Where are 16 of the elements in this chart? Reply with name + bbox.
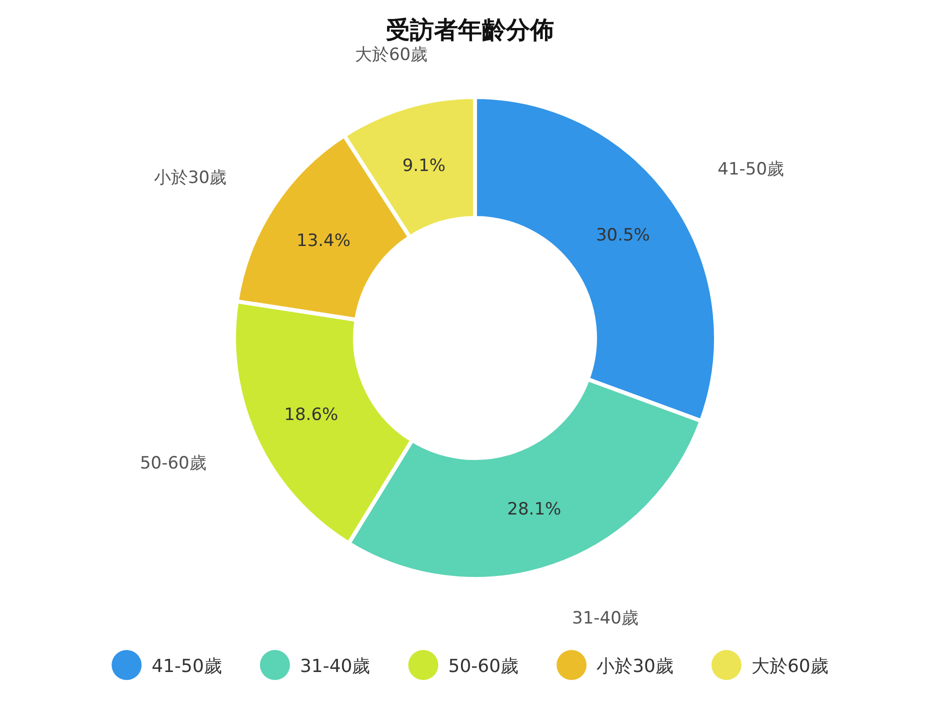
data-label: 28.1% bbox=[507, 500, 562, 520]
data-label: 13.4% bbox=[296, 230, 351, 251]
chart-title: 受訪者年齡分佈 bbox=[386, 16, 554, 44]
legend-label: 大於60歲 bbox=[751, 656, 828, 677]
slice-label: 50-60歲 bbox=[140, 453, 206, 474]
data-label: 9.1% bbox=[402, 156, 446, 176]
slice-label: 31-40歲 bbox=[572, 608, 638, 629]
legend-label: 小於30歲 bbox=[596, 656, 674, 677]
slice-label: 41-50歲 bbox=[718, 159, 784, 180]
data-label: 30.5% bbox=[596, 226, 650, 246]
slice-label: 大於60歲 bbox=[354, 45, 428, 66]
data-label: 18.6% bbox=[284, 404, 338, 425]
legend-label: 31-40歲 bbox=[300, 656, 370, 677]
legend-label: 50-60歲 bbox=[448, 656, 519, 677]
legend-label: 41-50歲 bbox=[152, 656, 222, 677]
slice-label: 小於30歲 bbox=[154, 168, 227, 188]
